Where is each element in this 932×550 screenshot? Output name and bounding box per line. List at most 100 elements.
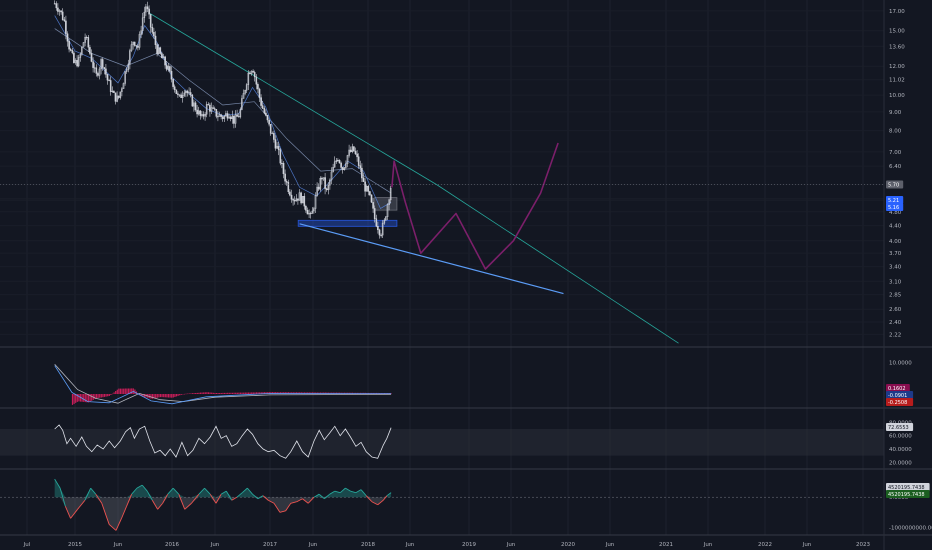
candle-body <box>369 191 371 196</box>
oscillator-line-segment <box>386 492 392 497</box>
macd-histogram-bar <box>188 393 190 394</box>
macd-histogram-bar <box>100 394 102 398</box>
candle-body <box>63 19 66 22</box>
candle-body <box>81 46 83 55</box>
macd-histogram-bar <box>262 392 264 394</box>
candle-body <box>140 30 142 35</box>
candle-body <box>289 191 291 196</box>
macd-histogram-bar <box>204 392 206 394</box>
macd-histogram-bar <box>257 392 259 394</box>
candle-body <box>255 76 258 85</box>
macd-histogram-bar <box>143 394 146 397</box>
candle-body <box>186 90 189 94</box>
trendline[interactable] <box>299 223 564 295</box>
macd-tag-bg <box>886 384 910 392</box>
candle-body <box>79 54 82 58</box>
candle-body <box>135 45 138 47</box>
candle-body <box>194 102 197 111</box>
macd-histogram-bar <box>161 394 163 398</box>
candle-body <box>173 86 176 90</box>
fast-ma-line <box>54 15 392 210</box>
oscillator-line-segment <box>318 493 325 500</box>
macd-histogram-bar <box>191 393 194 394</box>
oscillator-line-segment <box>329 490 336 495</box>
oscillator-line-segment <box>360 489 367 496</box>
x-tick-label: 2022 <box>758 542 772 548</box>
macd-histogram-bar <box>195 393 197 394</box>
macd-histogram-bar <box>246 392 248 394</box>
candle-body <box>308 213 310 215</box>
oscillator-panel[interactable] <box>0 478 884 531</box>
macd-histogram-bar <box>182 394 184 395</box>
rsi-tick-label: 20.0000 <box>889 460 912 466</box>
candle-body <box>172 78 174 87</box>
trendline[interactable] <box>436 184 679 344</box>
oscillator-line-segment <box>279 510 286 513</box>
candle-body <box>157 47 160 55</box>
price-tick-label: 3.70 <box>889 251 902 257</box>
candle-body <box>292 199 294 201</box>
candle-body <box>247 72 250 85</box>
candle-body <box>324 177 326 189</box>
candle-body <box>109 80 112 92</box>
macd-histogram-bar <box>265 392 267 394</box>
zone-box[interactable] <box>374 197 398 211</box>
macd-histogram-bar <box>223 392 226 394</box>
candle-body <box>124 71 126 84</box>
x-tick-label: Jun <box>210 542 220 548</box>
candle-body <box>138 34 141 48</box>
y-axis: 17.00 15.00 13.60 12.00 11.02 10.00 9.00 8.00 7.… <box>886 9 932 531</box>
trendline[interactable] <box>148 12 437 185</box>
oscillator-line-segment <box>382 495 388 501</box>
macd-histogram-bar <box>263 392 266 394</box>
candle-body <box>164 56 166 66</box>
macd-histogram-bar <box>249 392 251 394</box>
candle-body <box>69 49 72 51</box>
candle-body <box>65 20 67 34</box>
macd-histogram-bar <box>121 388 123 394</box>
candle-body <box>281 162 283 164</box>
macd-histogram-bar <box>179 394 181 396</box>
oscillator-line-segment <box>167 487 174 495</box>
oscillator-line-segment <box>146 490 153 501</box>
oscillator-line-segment <box>131 487 138 495</box>
candle-body <box>71 50 74 54</box>
macd-panel[interactable] <box>54 364 392 405</box>
oscillator-line-segment <box>64 506 71 519</box>
candle-body <box>327 185 330 191</box>
macd-histogram-bar <box>255 392 258 394</box>
macd-histogram-bar <box>103 394 106 397</box>
oscillator-line-segment <box>262 495 269 501</box>
macd-histogram-bar <box>126 388 128 394</box>
candle-body <box>223 115 226 119</box>
macd-histogram-bar <box>211 392 213 394</box>
oscillator-tick-label: -1000000000.0000 <box>889 525 932 531</box>
candle-body <box>303 195 306 207</box>
price-panel[interactable] <box>0 0 884 344</box>
candle-body <box>116 95 118 102</box>
oscillator-line-segment <box>178 494 186 510</box>
candle-body <box>95 67 98 74</box>
projection-path[interactable] <box>391 142 559 270</box>
candle-body <box>343 167 346 170</box>
candle-body <box>362 177 365 182</box>
price-tick-label: 10.00 <box>889 93 905 99</box>
zone-box[interactable] <box>297 219 398 227</box>
candle-body <box>191 94 194 107</box>
rsi-panel[interactable] <box>0 424 884 459</box>
candle-body <box>129 50 131 65</box>
candle-body <box>92 61 94 68</box>
x-tick-label: 2018 <box>361 542 375 548</box>
candle-body <box>298 192 301 201</box>
price-tick-label: 8.00 <box>889 129 902 135</box>
candle-body <box>119 91 122 98</box>
candle-body <box>279 149 282 164</box>
price-tick-label: 9.00 <box>889 110 902 116</box>
candle-body <box>197 110 200 115</box>
candle-body <box>189 92 192 96</box>
macd-histogram-bar <box>140 394 142 396</box>
candle-body <box>181 95 184 99</box>
macd-histogram-bar <box>251 392 253 394</box>
